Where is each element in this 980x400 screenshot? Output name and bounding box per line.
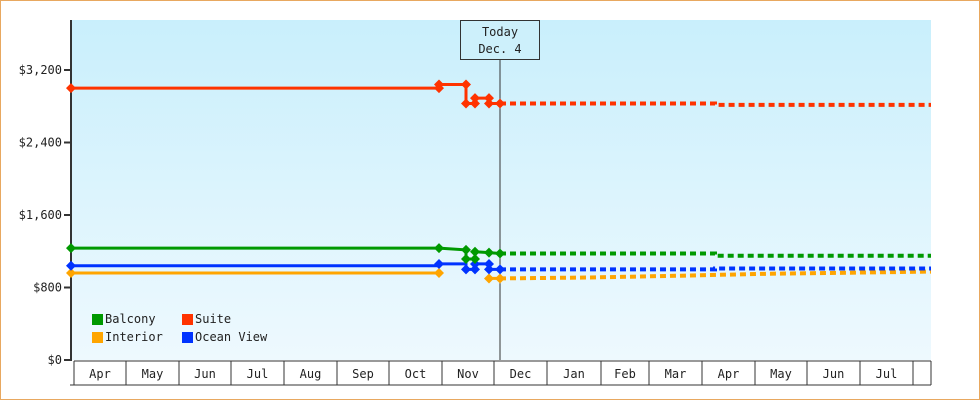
data-point[interactable] <box>495 98 505 109</box>
data-point[interactable] <box>484 264 494 275</box>
data-point[interactable] <box>495 248 505 259</box>
month-label: May <box>142 367 164 381</box>
legend-item-balcony[interactable]: Balcony <box>92 312 182 326</box>
y-ticks: $0 $800 $1,600 $2,400 $3,200 <box>19 63 71 367</box>
data-point[interactable] <box>484 247 494 258</box>
data-point[interactable] <box>470 253 480 264</box>
data-point[interactable] <box>484 93 494 104</box>
forecast-line <box>500 251 931 258</box>
month-label: Sep <box>352 367 374 381</box>
legend-label: Interior <box>105 330 163 344</box>
data-point[interactable] <box>484 258 494 269</box>
month-label: Feb <box>614 367 636 381</box>
data-point[interactable] <box>461 264 471 275</box>
data-point[interactable] <box>484 273 494 284</box>
data-point[interactable] <box>434 243 444 254</box>
month-label: Aug <box>300 367 322 381</box>
forecast-line <box>500 101 931 107</box>
month-label: Apr <box>89 367 111 381</box>
legend-swatch <box>92 331 103 343</box>
y-tick-label: $800 <box>33 281 62 295</box>
data-point[interactable] <box>470 246 480 257</box>
legend-label: Ocean View <box>195 330 268 344</box>
today-date: Dec. 4 <box>478 42 522 56</box>
forecast-line <box>499 269 932 281</box>
data-point[interactable] <box>470 98 480 109</box>
legend-label: Balcony <box>105 312 156 326</box>
data-point[interactable] <box>434 258 444 269</box>
today-label: Today <box>481 25 519 39</box>
data-point[interactable] <box>434 268 444 278</box>
data-point[interactable] <box>461 79 471 90</box>
month-label: Oct <box>405 367 427 381</box>
legend: Balcony Suite Interior Ocean View <box>92 312 292 344</box>
data-point[interactable] <box>495 264 505 275</box>
legend-swatch <box>182 313 193 325</box>
data-point[interactable] <box>495 273 505 284</box>
plot-area <box>71 20 931 360</box>
month-label: Nov <box>457 367 479 381</box>
data-point[interactable] <box>470 93 480 104</box>
data-point[interactable] <box>461 98 471 109</box>
series-interior <box>66 268 932 284</box>
legend-item-interior[interactable]: Interior <box>92 330 182 344</box>
today-marker: Today Dec. 4 <box>460 20 540 60</box>
month-axis: Apr May Jun Jul Aug Sep Oct Nov Dec Jan Feb Mar Apr M… <box>70 360 932 386</box>
data-point[interactable] <box>461 244 471 255</box>
month-label: Apr <box>718 367 740 381</box>
data-point[interactable] <box>66 260 76 271</box>
legend-swatch <box>182 331 193 343</box>
month-label: Jun <box>194 367 216 381</box>
legend-swatch <box>92 313 103 325</box>
forecast-line <box>500 266 931 272</box>
legend-item-ocean-view[interactable]: Ocean View <box>182 330 292 344</box>
month-label: Mar <box>665 367 687 381</box>
month-label: Jul <box>876 367 898 381</box>
y-tick-label: $1,600 <box>19 208 62 222</box>
series-suite <box>66 79 931 109</box>
month-label: Jan <box>563 367 585 381</box>
y-tick-label: $0 <box>48 353 62 367</box>
legend-item-suite[interactable]: Suite <box>182 312 292 326</box>
data-point[interactable] <box>66 243 76 254</box>
month-label: Dec <box>510 367 532 381</box>
data-point[interactable] <box>470 264 480 275</box>
data-point[interactable] <box>484 98 494 109</box>
month-label: Jun <box>823 367 845 381</box>
data-point[interactable] <box>461 253 471 264</box>
data-point[interactable] <box>434 79 444 90</box>
data-point[interactable] <box>66 83 76 94</box>
data-point[interactable] <box>66 268 76 278</box>
legend-label: Suite <box>195 312 232 326</box>
month-label: May <box>770 367 792 381</box>
series-balcony <box>66 243 931 264</box>
series-layer <box>66 79 932 284</box>
y-tick-label: $3,200 <box>19 63 62 77</box>
month-label: Jul <box>247 367 269 381</box>
y-tick-label: $2,400 <box>19 136 62 150</box>
